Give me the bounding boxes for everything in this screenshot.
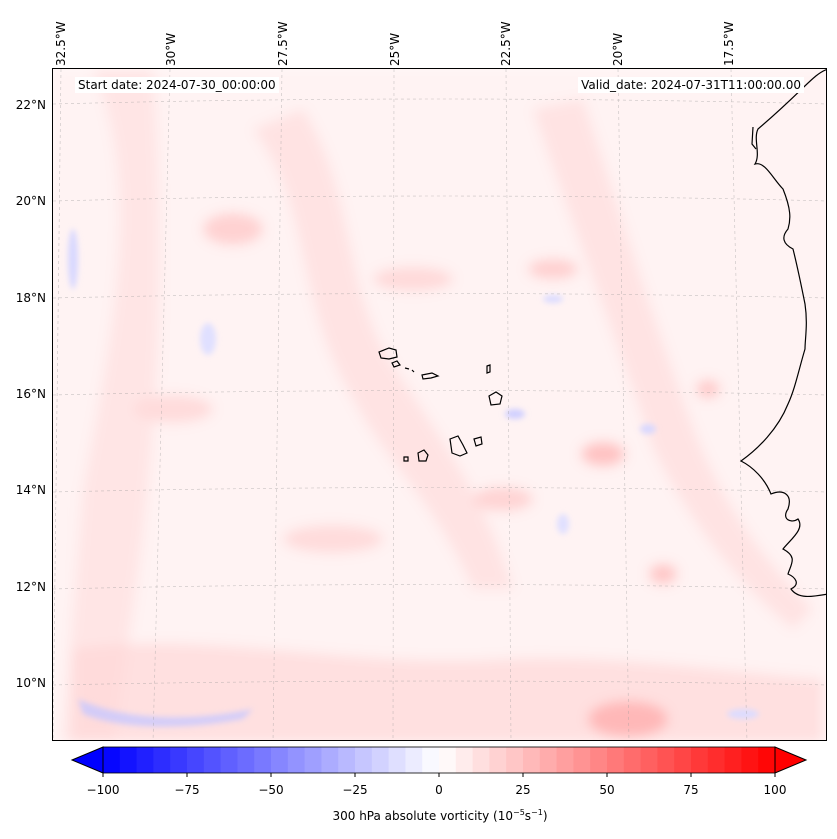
colorbar-segment xyxy=(455,747,474,773)
colorbar-segment xyxy=(623,747,642,773)
colorbar-tick-label: 75 xyxy=(683,783,699,797)
colorbar-segment xyxy=(271,747,289,773)
negative-vorticity-patches xyxy=(68,229,759,727)
colorbar-segment xyxy=(338,747,356,773)
colorbar-segment xyxy=(590,747,608,773)
colorbar-segment xyxy=(287,747,306,773)
colorbar-segment xyxy=(674,747,692,773)
lat-label-20n: 20°N xyxy=(15,194,46,208)
colorbar-segment xyxy=(657,747,675,773)
colorbar-segment xyxy=(103,747,121,773)
vorticity-field xyxy=(53,69,826,740)
colorbar-label: 300 hPa absolute vorticity (10−5s−1) xyxy=(332,808,548,823)
lon-label-25w: 25°W xyxy=(388,32,402,66)
lon-label-27-5w: 27.5°W xyxy=(276,21,290,66)
colorbar-segment xyxy=(472,747,490,773)
colorbar-segment xyxy=(388,747,406,773)
colorbar-segment xyxy=(304,747,322,773)
colorbar-tick-label: 25 xyxy=(515,783,531,797)
colorbar-segment xyxy=(203,747,222,773)
colorbar-segment xyxy=(355,747,373,773)
lon-label-30w: 30°W xyxy=(164,32,178,66)
colorbar-segment xyxy=(691,747,709,773)
colorbar-segment xyxy=(506,747,524,773)
colorbar-segment xyxy=(422,747,440,773)
coastline xyxy=(739,69,826,597)
start-date-label: Start date: 2024-07-30_00:00:00 xyxy=(75,77,279,93)
colorbar-segment xyxy=(170,747,188,773)
colorbar-max-extend xyxy=(774,746,808,774)
colorbar-segment xyxy=(607,747,625,773)
lat-label-10n: 10°N xyxy=(15,676,46,690)
colorbar-tick-label: 50 xyxy=(599,783,615,797)
colorbar-segment xyxy=(405,747,423,773)
lat-label-14n: 14°N xyxy=(15,483,46,497)
lon-label-17-5w: 17.5°W xyxy=(722,21,736,66)
colorbar-segment xyxy=(640,747,658,773)
lon-label-32-5w: 32.5°W xyxy=(54,21,68,66)
colorbar-segment xyxy=(556,747,574,773)
graticule xyxy=(53,69,826,740)
colorbar-segment xyxy=(489,747,507,773)
lon-label-22-5w: 22.5°W xyxy=(499,21,513,66)
colorbar-segment xyxy=(523,747,541,773)
colorbar-tick-label: 100 xyxy=(763,783,787,797)
colorbar-tick-label: −50 xyxy=(258,783,284,797)
colorbar-segment xyxy=(439,747,457,773)
colorbar-segment xyxy=(741,747,759,773)
colorbar-tick-label: −25 xyxy=(342,783,368,797)
colorbar-segment xyxy=(187,747,205,773)
vorticity-map xyxy=(53,69,826,740)
colorbar-segment xyxy=(136,747,154,773)
colorbar xyxy=(70,746,808,777)
colorbar-segment xyxy=(220,747,238,773)
lat-label-22n: 22°N xyxy=(15,98,46,112)
colorbar-segment xyxy=(707,747,726,773)
valid-date-label: Valid_date: 2024-07-31T11:00:00.00 xyxy=(578,77,804,93)
map-panel: Start date: 2024-07-30_00:00:00 Valid_da… xyxy=(52,68,827,741)
colorbar-segment xyxy=(237,747,255,773)
colorbar-segments xyxy=(103,747,776,773)
colorbar-segment xyxy=(254,747,272,773)
colorbar-segment xyxy=(371,747,390,773)
colorbar-segment xyxy=(573,747,591,773)
colorbar-tick-label: −100 xyxy=(86,783,120,797)
colorbar-segment xyxy=(321,747,339,773)
colorbar-tick-label: −75 xyxy=(174,783,200,797)
colorbar-tick-marks xyxy=(102,773,776,777)
lat-label-18n: 18°N xyxy=(15,291,46,305)
colorbar-tick-label: 0 xyxy=(435,783,443,797)
cabo-verde-islands xyxy=(378,347,503,462)
colorbar-min-extend xyxy=(70,746,104,774)
colorbar-segment xyxy=(539,747,558,773)
colorbar-segment xyxy=(153,747,171,773)
lat-label-12n: 12°N xyxy=(15,580,46,594)
colorbar-segment xyxy=(724,747,742,773)
lat-label-16n: 16°N xyxy=(15,387,46,401)
colorbar-segment xyxy=(119,747,138,773)
lon-label-20w: 20°W xyxy=(611,32,625,66)
colorbar-segment xyxy=(758,747,776,773)
